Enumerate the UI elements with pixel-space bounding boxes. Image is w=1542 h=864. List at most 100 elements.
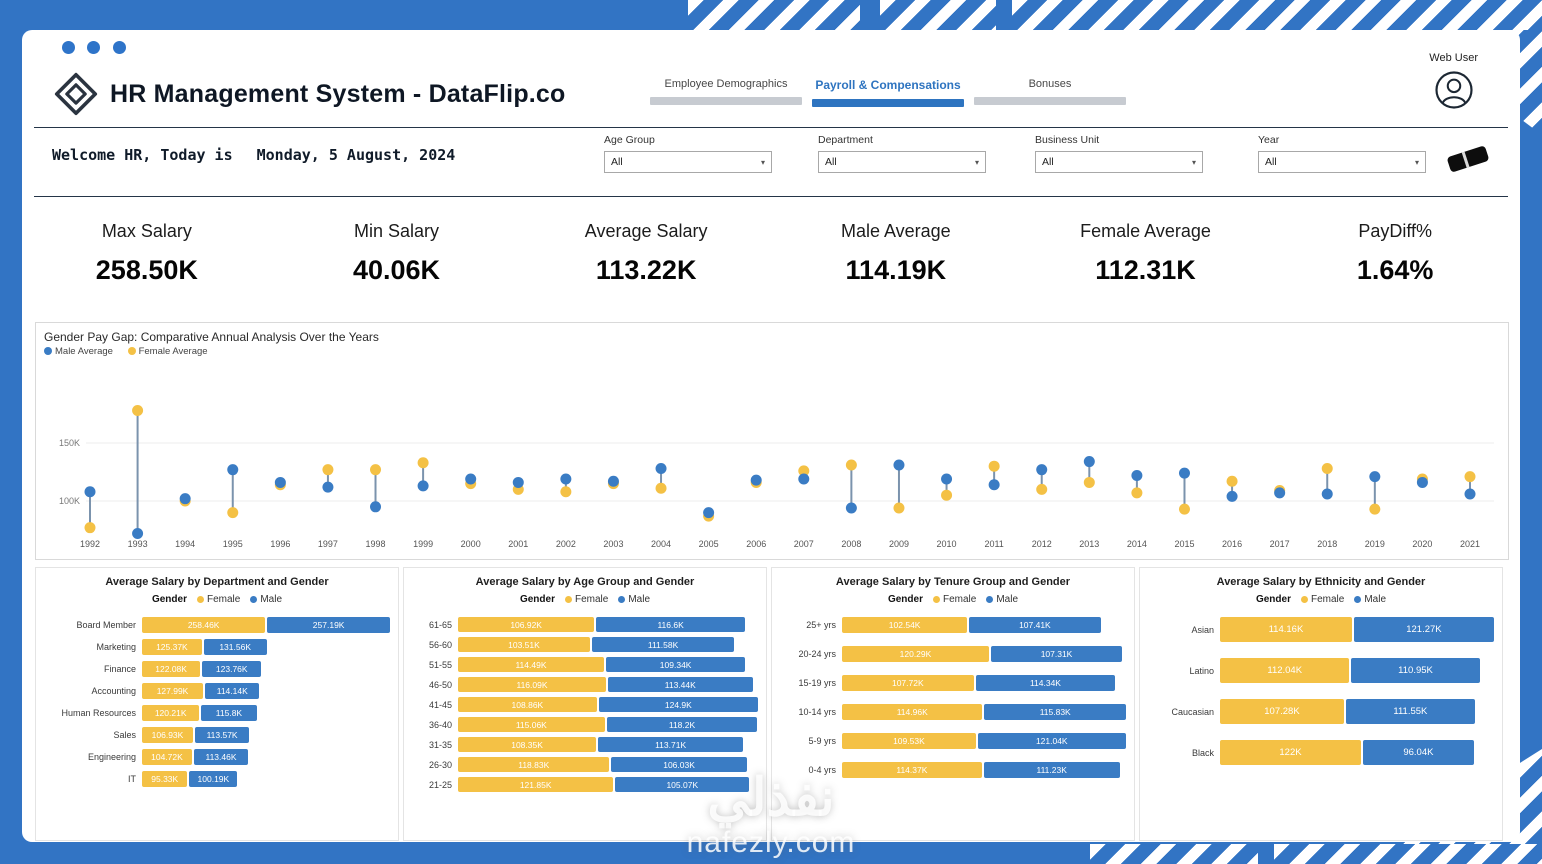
male-dot[interactable] <box>893 459 905 471</box>
female-bar[interactable]: 106.93K <box>142 727 193 743</box>
year-dropdown[interactable]: All ▾ <box>1258 151 1426 173</box>
female-bar[interactable]: 107.28K <box>1220 699 1344 724</box>
male-bar[interactable]: 121.27K <box>1353 617 1494 642</box>
business-unit-dropdown[interactable]: All ▾ <box>1035 151 1203 173</box>
female-dot[interactable] <box>84 522 96 534</box>
male-dot[interactable] <box>941 473 953 485</box>
male-bar[interactable]: 118.2K <box>606 717 758 732</box>
male-bar[interactable]: 114.34K <box>975 675 1116 691</box>
male-dot[interactable] <box>798 473 810 485</box>
female-dot[interactable] <box>417 457 429 469</box>
female-dot[interactable] <box>1369 503 1381 515</box>
male-bar[interactable]: 110.95K <box>1351 658 1480 683</box>
male-dot[interactable] <box>322 481 334 493</box>
female-dot[interactable] <box>560 486 572 498</box>
female-bar[interactable]: 114.49K <box>458 657 604 672</box>
male-dot[interactable] <box>1321 488 1333 500</box>
male-dot[interactable] <box>370 501 382 513</box>
male-bar[interactable]: 121.04K <box>977 733 1126 749</box>
male-bar[interactable]: 116.6K <box>596 617 745 632</box>
female-dot[interactable] <box>1464 471 1476 483</box>
male-dot[interactable] <box>227 464 239 476</box>
male-dot[interactable] <box>465 473 477 485</box>
female-bar[interactable]: 122K <box>1220 740 1361 765</box>
male-bar[interactable]: 105.07K <box>615 777 750 792</box>
female-dot[interactable] <box>1083 476 1095 488</box>
female-bar[interactable]: 114.96K <box>842 704 983 720</box>
male-dot[interactable] <box>655 463 667 475</box>
male-dot[interactable] <box>703 507 715 519</box>
female-dot[interactable] <box>322 464 334 476</box>
female-bar[interactable]: 103.51K <box>458 637 590 652</box>
department-dropdown[interactable]: All ▾ <box>818 151 986 173</box>
male-bar[interactable]: 124.9K <box>598 697 758 712</box>
male-dot[interactable] <box>1178 467 1190 479</box>
female-bar[interactable]: 104.72K <box>142 749 192 765</box>
male-dot[interactable] <box>1226 490 1238 502</box>
female-dot[interactable] <box>370 464 382 476</box>
male-dot[interactable] <box>750 474 762 486</box>
male-bar[interactable]: 115.8K <box>201 705 257 721</box>
male-dot[interactable] <box>1083 456 1095 468</box>
male-bar[interactable]: 100.19K <box>189 771 238 787</box>
male-dot[interactable] <box>845 502 857 514</box>
female-dot[interactable] <box>1321 463 1333 475</box>
female-bar[interactable]: 106.92K <box>458 617 595 632</box>
window-dot[interactable] <box>62 41 75 54</box>
male-dot[interactable] <box>512 476 524 488</box>
female-bar[interactable]: 118.83K <box>458 757 610 772</box>
female-bar[interactable]: 127.99K <box>142 683 204 699</box>
female-bar[interactable]: 102.54K <box>842 617 968 633</box>
male-dot[interactable] <box>84 486 96 498</box>
male-bar[interactable]: 111.55K <box>1345 699 1475 724</box>
female-bar[interactable]: 120.29K <box>842 646 989 662</box>
female-bar[interactable]: 115.06K <box>458 717 605 732</box>
male-dot[interactable] <box>1464 488 1476 500</box>
male-dot[interactable] <box>1416 476 1428 488</box>
female-dot[interactable] <box>1131 487 1143 499</box>
female-bar[interactable]: 109.53K <box>842 733 976 749</box>
female-dot[interactable] <box>845 459 857 471</box>
female-bar[interactable]: 95.33K <box>142 771 188 787</box>
male-bar[interactable]: 131.56K <box>203 639 267 655</box>
tab-employee-demographics[interactable]: Employee Demographics <box>650 78 802 107</box>
male-bar[interactable]: 96.04K <box>1362 740 1474 765</box>
female-bar[interactable]: 116.09K <box>458 677 606 692</box>
male-dot[interactable] <box>560 473 572 485</box>
tab-payroll-compensations[interactable]: Payroll & Compensations <box>812 78 964 107</box>
female-bar[interactable]: 114.37K <box>842 762 982 778</box>
male-dot[interactable] <box>1369 471 1381 483</box>
male-bar[interactable]: 115.83K <box>984 704 1126 720</box>
female-dot[interactable] <box>132 405 144 417</box>
male-bar[interactable]: 113.44K <box>607 677 753 692</box>
tab-bonuses[interactable]: Bonuses <box>974 78 1126 107</box>
female-dot[interactable] <box>655 482 667 494</box>
window-dot[interactable] <box>87 41 101 54</box>
male-bar[interactable]: 113.46K <box>193 749 249 765</box>
clear-filters-eraser-icon[interactable] <box>1444 140 1492 178</box>
male-dot[interactable] <box>1274 487 1286 499</box>
female-dot[interactable] <box>988 460 1000 472</box>
female-bar[interactable]: 122.08K <box>142 661 201 677</box>
user-avatar-icon[interactable] <box>1434 70 1474 110</box>
male-bar[interactable]: 113.71K <box>598 737 744 752</box>
male-bar[interactable]: 109.34K <box>605 657 746 672</box>
female-bar[interactable]: 120.21K <box>142 705 200 721</box>
female-dot[interactable] <box>1036 483 1048 495</box>
male-dot[interactable] <box>1131 469 1143 481</box>
female-bar[interactable]: 125.37K <box>142 639 202 655</box>
window-dot[interactable] <box>112 41 126 54</box>
age-group-dropdown[interactable]: All ▾ <box>604 151 772 173</box>
male-dot[interactable] <box>607 475 619 487</box>
female-dot[interactable] <box>1226 475 1238 487</box>
female-bar[interactable]: 258.46K <box>142 617 266 633</box>
male-bar[interactable]: 114.14K <box>205 683 260 699</box>
male-bar[interactable]: 111.23K <box>983 762 1120 778</box>
female-bar[interactable]: 121.85K <box>458 777 614 792</box>
male-bar[interactable]: 257.19K <box>267 617 390 633</box>
female-bar[interactable]: 107.72K <box>842 675 974 691</box>
female-bar[interactable]: 108.86K <box>458 697 597 712</box>
female-bar[interactable]: 112.04K <box>1220 658 1350 683</box>
male-bar[interactable]: 111.58K <box>591 637 735 652</box>
dumbbell-plot[interactable]: 150K 100K 1992 1993 1994 1995 1996 1997 1998 1999… <box>40 361 1502 553</box>
